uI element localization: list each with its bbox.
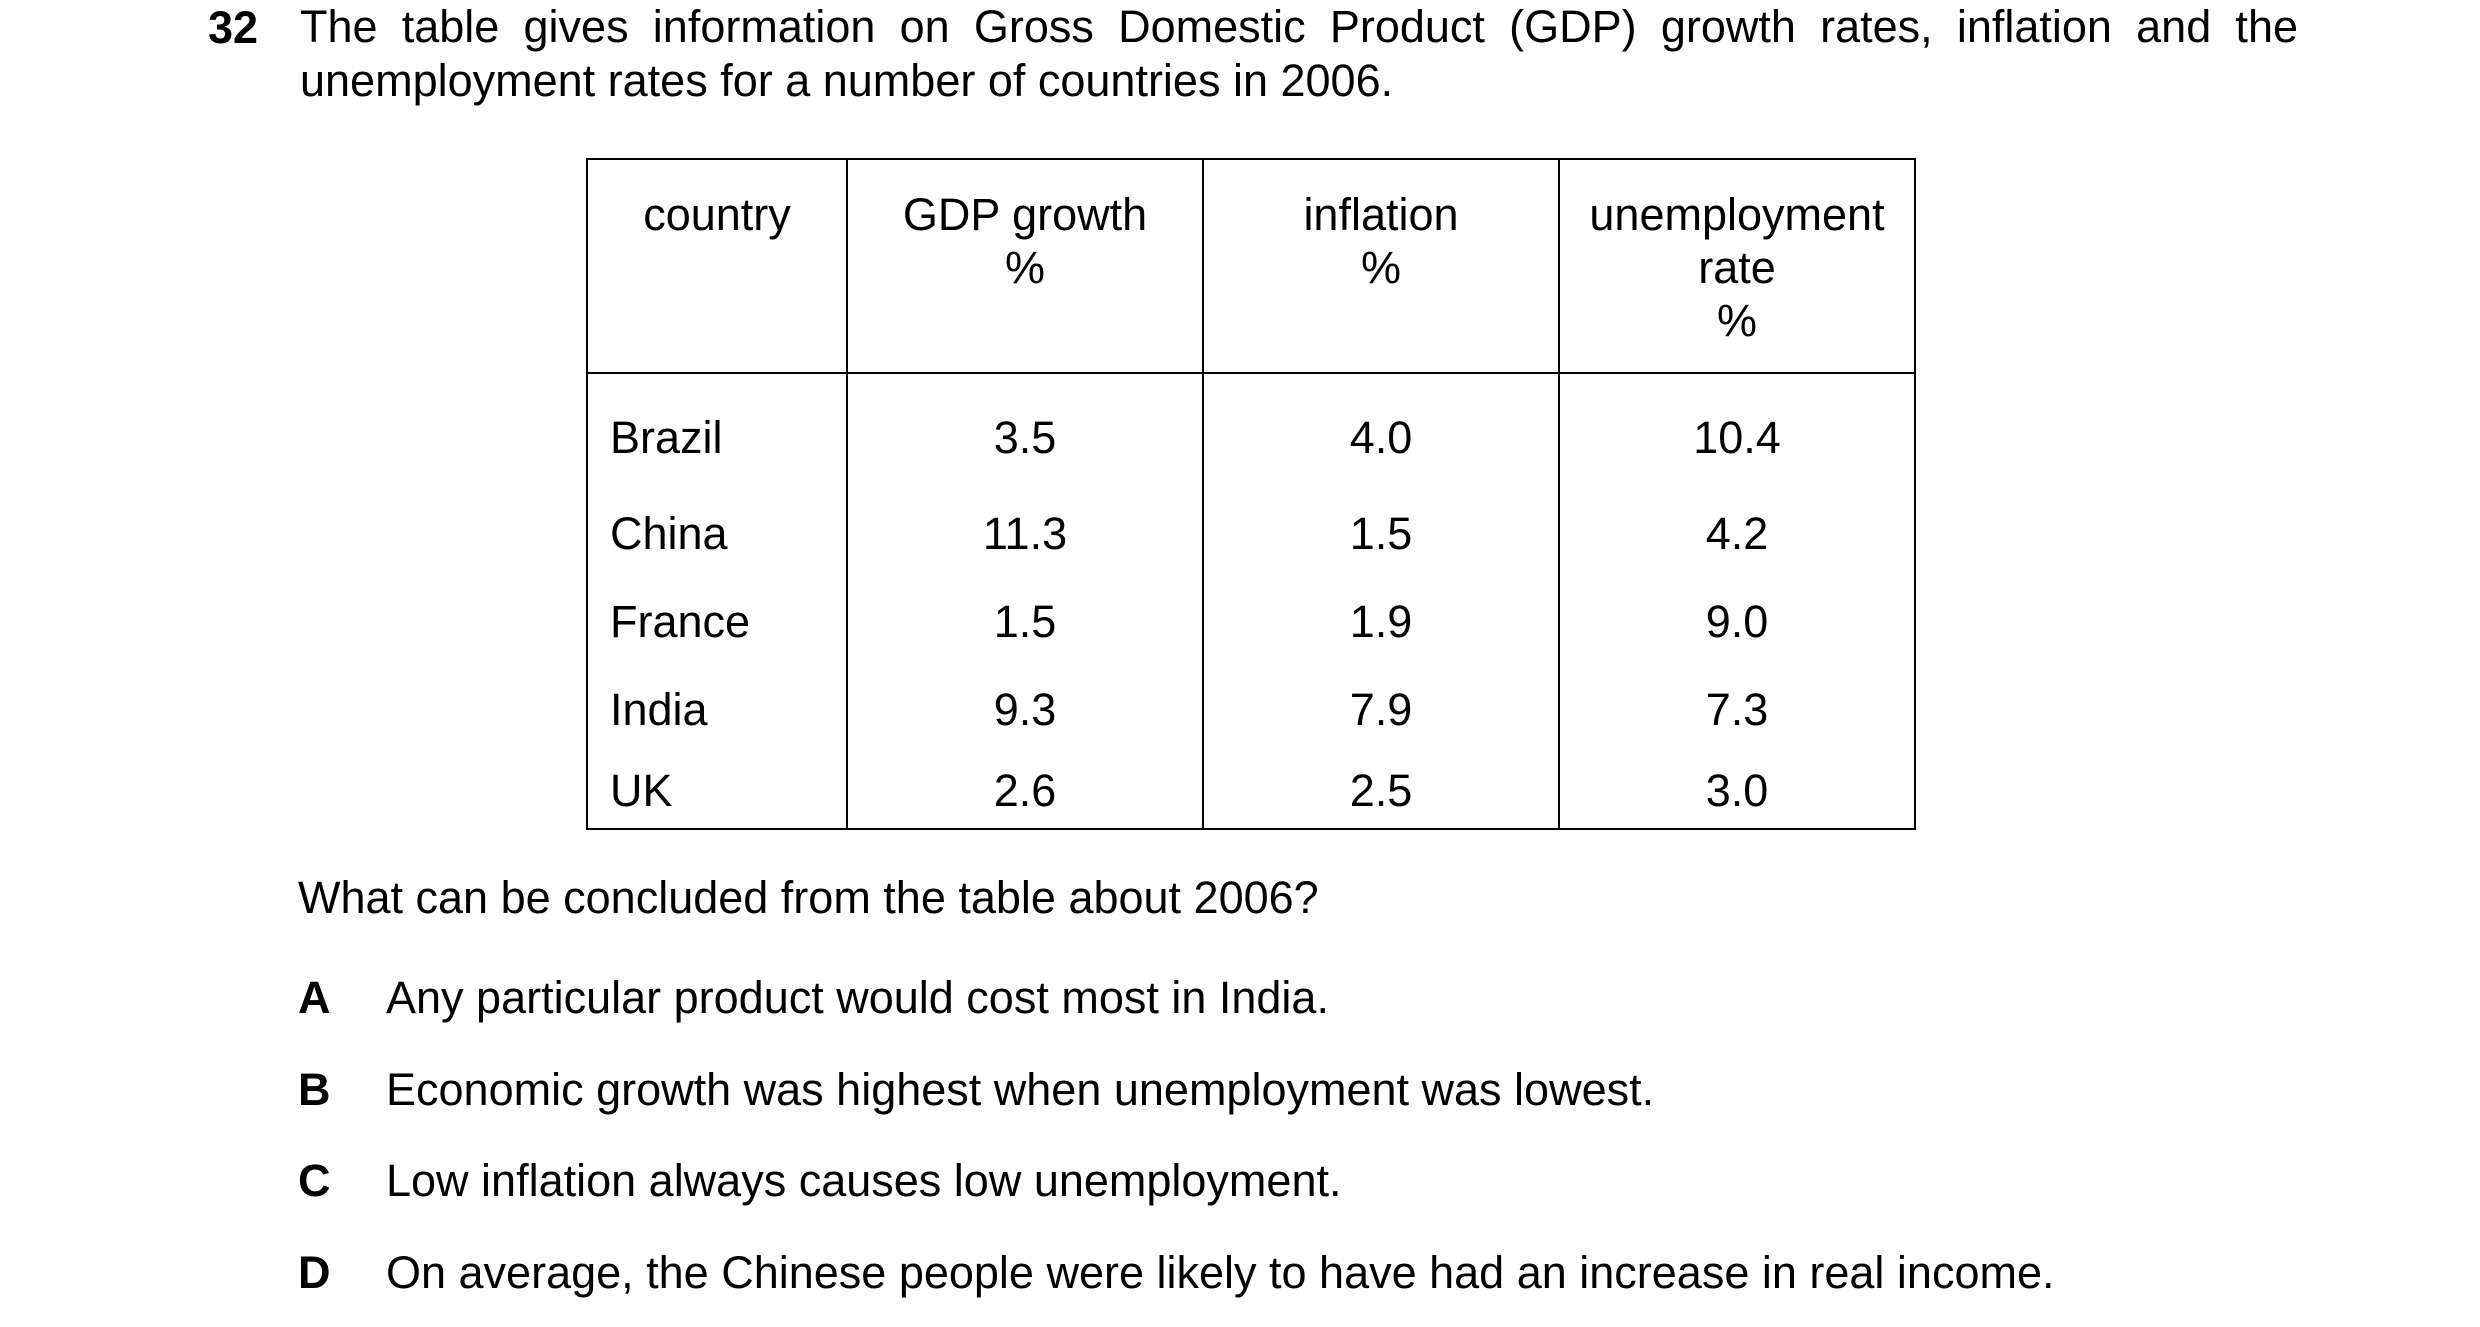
option-c[interactable]: C Low inflation always causes low unemplo… — [298, 1153, 1341, 1209]
inflation-cell: 2.5 — [1202, 754, 1560, 830]
gdp-cell: 2.6 — [846, 754, 1204, 830]
gdp-cell: 3.5 — [846, 373, 1204, 490]
header-gdp-growth: GDP growth % — [846, 158, 1204, 374]
country-cell: UK — [586, 754, 848, 830]
header-inflation-unit: % — [1360, 242, 1401, 293]
option-text: Any particular product would cost most i… — [386, 972, 1329, 1023]
country-cell: France — [586, 578, 848, 666]
table-row: China 11.3 1.5 4.2 — [586, 490, 1916, 578]
option-text: Low inflation always causes low unemploy… — [386, 1155, 1342, 1206]
unemployment-cell: 3.0 — [1558, 754, 1916, 830]
header-gdp-unit: % — [1004, 242, 1045, 293]
option-text: On average, the Chinese people were like… — [386, 1247, 2055, 1298]
option-a[interactable]: A Any particular product would cost most … — [298, 970, 1329, 1026]
question-number: 32 — [208, 2, 259, 53]
header-gdp-label: GDP growth — [902, 189, 1148, 240]
header-unemployment-label-2: rate — [1698, 242, 1776, 293]
country-cell: China — [586, 490, 848, 578]
unemployment-cell: 4.2 — [1558, 490, 1916, 578]
unemployment-cell: 10.4 — [1558, 373, 1916, 490]
header-inflation-label: inflation — [1303, 189, 1459, 240]
gdp-cell: 9.3 — [846, 666, 1204, 754]
header-unemployment: unemployment rate % — [1558, 158, 1916, 374]
country-cell: India — [586, 666, 848, 754]
option-b[interactable]: B Economic growth was highest when unempl… — [298, 1062, 1654, 1118]
header-unemployment-label: unemployment — [1589, 189, 1885, 240]
question-prompt: What can be concluded from the table abo… — [298, 872, 1319, 923]
option-letter: B — [298, 1064, 331, 1115]
unemployment-cell: 9.0 — [1558, 578, 1916, 666]
question-stem: The table gives information on Gross Dom… — [300, 1, 2298, 106]
gdp-cell: 11.3 — [846, 490, 1204, 578]
header-country: country — [586, 158, 848, 374]
option-letter: A — [298, 972, 331, 1023]
inflation-cell: 1.9 — [1202, 578, 1560, 666]
country-cell: Brazil — [586, 373, 848, 490]
header-country-label: country — [643, 189, 791, 240]
data-table: country GDP growth % inflation % unemplo… — [586, 158, 1916, 830]
inflation-cell: 7.9 — [1202, 666, 1560, 754]
table-row: UK 2.6 2.5 3.0 — [586, 754, 1916, 830]
option-letter: C — [298, 1155, 331, 1206]
header-inflation: inflation % — [1202, 158, 1560, 374]
inflation-cell: 4.0 — [1202, 373, 1560, 490]
table-row: France 1.5 1.9 9.0 — [586, 578, 1916, 666]
option-d[interactable]: D On average, the Chinese people were lik… — [298, 1245, 2055, 1301]
table-row: Brazil 3.5 4.0 10.4 — [586, 373, 1916, 490]
option-text: Economic growth was highest when unemplo… — [386, 1064, 1655, 1115]
table-header-row: country GDP growth % inflation % unemplo… — [586, 158, 1916, 374]
unemployment-cell: 7.3 — [1558, 666, 1916, 754]
gdp-cell: 1.5 — [846, 578, 1204, 666]
header-unemployment-unit: % — [1716, 295, 1757, 346]
inflation-cell: 1.5 — [1202, 490, 1560, 578]
option-letter: D — [298, 1247, 331, 1298]
table-row: India 9.3 7.9 7.3 — [586, 666, 1916, 754]
